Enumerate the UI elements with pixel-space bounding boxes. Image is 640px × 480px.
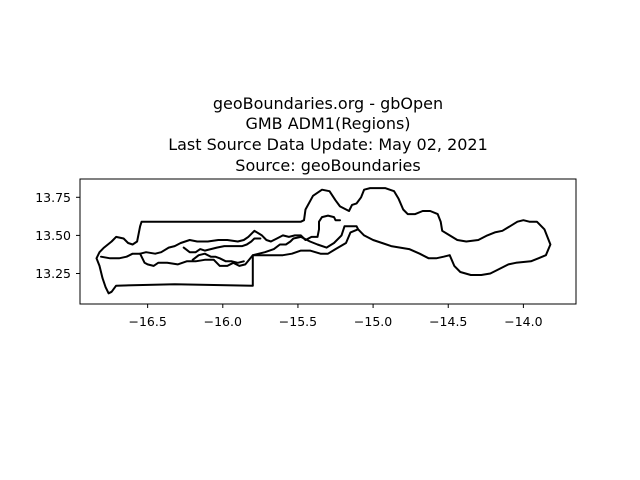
y-tick-label: 13.25 xyxy=(35,266,71,281)
region-boundary-5 xyxy=(191,252,245,264)
region-boundary-2 xyxy=(100,225,360,267)
region-boundary-3 xyxy=(139,214,341,255)
x-tick-label: −15.5 xyxy=(279,314,317,329)
map-plot-area xyxy=(95,187,552,295)
x-tick-label: −16.0 xyxy=(204,314,242,329)
x-tick-label: −16.5 xyxy=(128,314,166,329)
region-boundary-1 xyxy=(95,187,552,295)
title-line-source-site: geoBoundaries.org - gbOpen xyxy=(213,94,443,113)
title-line-source: Source: geoBoundaries xyxy=(235,156,420,175)
figure-title: geoBoundaries.org - gbOpen GMB ADM1(Regi… xyxy=(168,94,488,175)
x-tick-label: −14.5 xyxy=(429,314,467,329)
x-tick-label: −14.0 xyxy=(504,314,542,329)
axes-frame xyxy=(79,178,577,305)
y-tick-label: 13.50 xyxy=(35,228,71,243)
x-tick-label: −15.0 xyxy=(354,314,392,329)
title-line-update-date: Last Source Data Update: May 02, 2021 xyxy=(168,135,488,154)
map-axes: −16.5 −16.0 −15.5 −15.0 −14.5 −14.0 13.25 13.50… xyxy=(35,178,577,329)
y-tick-label: 13.75 xyxy=(35,190,71,205)
title-line-region-level: GMB ADM1(Regions) xyxy=(245,114,410,133)
region-boundary-4 xyxy=(182,237,262,254)
